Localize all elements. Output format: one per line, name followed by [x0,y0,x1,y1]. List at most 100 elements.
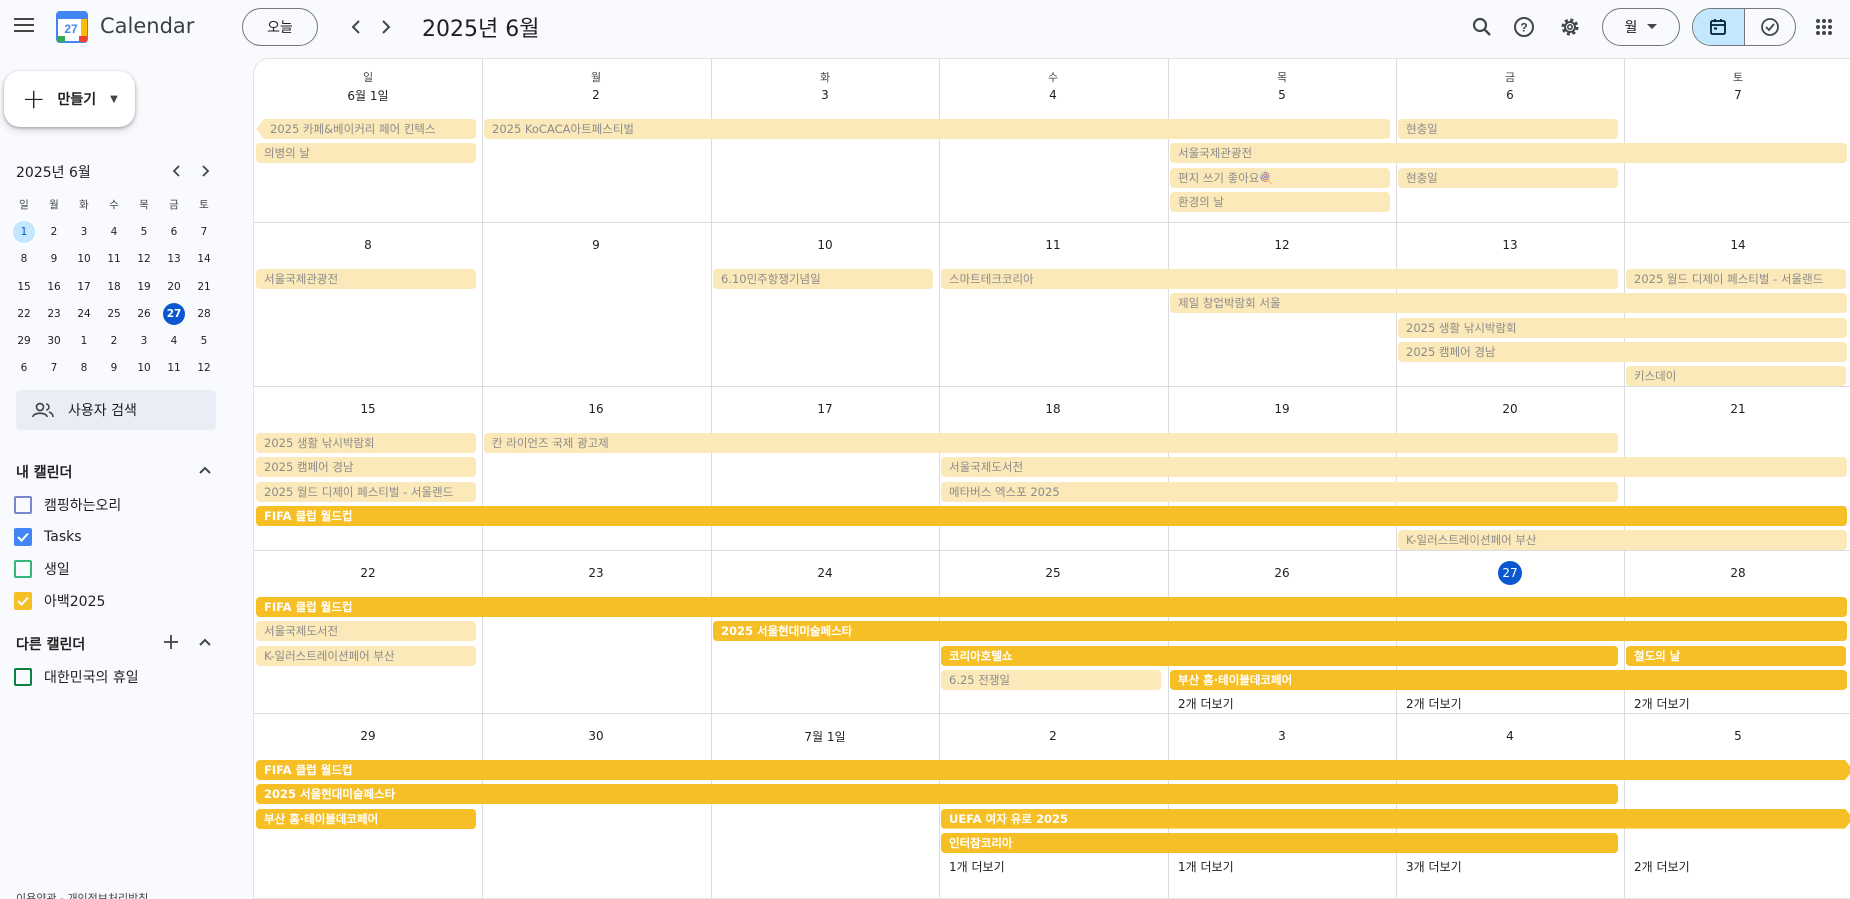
day-number[interactable]: 16 [482,397,710,421]
checkbox[interactable] [14,668,32,686]
mini-day[interactable]: 15 [9,276,39,298]
day-number[interactable]: 4 [939,83,1167,107]
mini-day[interactable]: 12 [129,248,159,270]
calendar-view-icon[interactable] [1693,9,1745,45]
day-number[interactable]: 19 [1168,397,1396,421]
mini-day[interactable]: 5 [189,330,219,352]
mini-day[interactable]: 17 [69,276,99,298]
mini-day[interactable]: 2 [39,221,69,243]
day-number[interactable]: 6월 1일 [254,83,482,107]
day-number[interactable]: 29 [254,724,482,748]
more-events-link[interactable]: 2개 더보기 [1406,697,1462,712]
day-number[interactable]: 10 [711,233,939,257]
day-number[interactable]: 4 [1396,724,1624,748]
mini-day[interactable]: 7 [39,357,69,379]
day-number[interactable]: 21 [1624,397,1850,421]
help-icon[interactable]: ? [1508,11,1540,43]
event-chip[interactable]: 스마트테크코리아 [941,269,1618,289]
mini-day[interactable]: 4 [99,221,129,243]
mini-day[interactable]: 3 [69,221,99,243]
day-number[interactable]: 27 [1396,561,1624,585]
create-button[interactable]: + 만들기 ▼ [4,71,135,127]
day-number[interactable]: 9 [482,233,710,257]
search-people-field[interactable]: 사용자 검색 [16,390,216,430]
event-chip[interactable]: 편지 쓰기 좋아요🍭 [1170,167,1390,188]
mini-day[interactable]: 6 [9,357,39,379]
event-chip[interactable]: 철도의 날 [1626,645,1846,666]
mini-day[interactable]: 2 [99,330,129,352]
mini-day[interactable]: 11 [99,248,129,270]
event-chip[interactable]: 2025 캠페어 경남 [256,457,476,478]
day-number[interactable]: 6 [1396,83,1624,107]
day-number[interactable]: 18 [939,397,1167,421]
mini-next-icon[interactable] [196,161,216,181]
mini-day[interactable]: 10 [69,248,99,270]
event-chip[interactable]: 서울국제관광전 [256,269,476,289]
mini-day[interactable]: 18 [99,276,129,298]
event-chip[interactable]: 2025 생활 낚시박람회 [1398,317,1847,338]
day-number[interactable]: 8 [254,233,482,257]
event-chip[interactable]: FIFA 클럽 월드컵 [256,760,1850,780]
event-chip[interactable]: FIFA 클럽 월드컵 [256,505,1847,526]
mini-day[interactable]: 4 [159,330,189,352]
day-number[interactable]: 22 [254,561,482,585]
event-chip[interactable]: 2025 서울현대미술페스타 [256,784,1618,805]
event-chip[interactable]: 2025 캠페어 경남 [1398,341,1847,362]
event-chip[interactable]: 서울국제도서전 [941,457,1847,478]
day-number[interactable]: 17 [711,397,939,421]
more-events-link[interactable]: 2개 더보기 [1178,697,1234,712]
day-number[interactable]: 3 [1168,724,1396,748]
today-button[interactable]: 오늘 [242,8,318,46]
event-chip[interactable]: 칸 라이언즈 국제 광고제 [484,433,1618,453]
day-number[interactable]: 7월 1일 [711,724,939,748]
mini-day[interactable]: 3 [129,330,159,352]
event-chip[interactable]: 코리아호텔쇼 [941,645,1618,666]
day-number[interactable]: 26 [1168,561,1396,585]
event-chip[interactable]: 2025 KoCACA아트페스티벌 [484,119,1390,139]
mini-day[interactable]: 1 [69,330,99,352]
today-marker[interactable]: 27 [1498,561,1522,585]
event-chip[interactable]: 6.25 전쟁일 [941,669,1161,690]
day-number[interactable]: 3 [711,83,939,107]
event-chip[interactable]: K-일러스트레이션페어 부산 [1398,530,1847,551]
day-number[interactable]: 11 [939,233,1167,257]
event-chip[interactable]: 인터참코리아 [941,832,1618,853]
mini-day[interactable]: 30 [39,330,69,352]
mini-prev-icon[interactable] [166,161,186,181]
next-month-icon[interactable] [372,13,400,41]
calendar-item[interactable]: 생일 [14,558,70,580]
checkbox[interactable] [14,560,32,578]
event-chip[interactable]: 서울국제도서전 [256,621,476,642]
chevron-up-icon[interactable] [194,631,216,653]
mini-day[interactable]: 21 [189,276,219,298]
event-chip[interactable]: 2025 카페&베이커리 페어 킨텍스 [256,119,476,139]
mini-day[interactable]: 10 [129,357,159,379]
checkbox[interactable] [14,592,32,610]
more-events-link[interactable]: 3개 더보기 [1406,860,1462,875]
mini-day[interactable]: 19 [129,276,159,298]
calendar-item[interactable]: 아백2025 [14,590,105,612]
day-number[interactable]: 5 [1624,724,1850,748]
event-chip[interactable]: 메타버스 엑스포 2025 [941,481,1618,502]
google-apps-icon[interactable] [1810,13,1838,41]
event-chip[interactable]: 2025 생활 낚시박람회 [256,433,476,453]
event-chip[interactable]: 키스데이 [1626,366,1846,387]
day-number[interactable]: 13 [1396,233,1624,257]
chevron-up-icon[interactable] [194,459,216,481]
main-menu-icon[interactable] [10,11,38,39]
day-number[interactable]: 5 [1168,83,1396,107]
event-chip[interactable]: 부산 홈·테이블데코페어 [256,808,476,829]
day-number[interactable]: 25 [939,561,1167,585]
mini-day[interactable]: 9 [99,357,129,379]
event-chip[interactable]: 2025 월드 디제이 페스티벌 - 서울랜드 [256,481,476,502]
mini-day[interactable]: 16 [39,276,69,298]
more-events-link[interactable]: 1개 더보기 [1178,860,1234,875]
mini-day[interactable]: 6 [159,221,189,243]
event-chip[interactable]: 환경의 날 [1170,191,1390,212]
day-number[interactable]: 24 [711,561,939,585]
event-chip[interactable]: 제일 창업박람회 서울 [1170,293,1847,314]
mini-day[interactable]: 7 [189,221,219,243]
mini-day[interactable]: 8 [9,248,39,270]
mini-day[interactable]: 24 [69,303,99,325]
mini-day[interactable]: 8 [69,357,99,379]
